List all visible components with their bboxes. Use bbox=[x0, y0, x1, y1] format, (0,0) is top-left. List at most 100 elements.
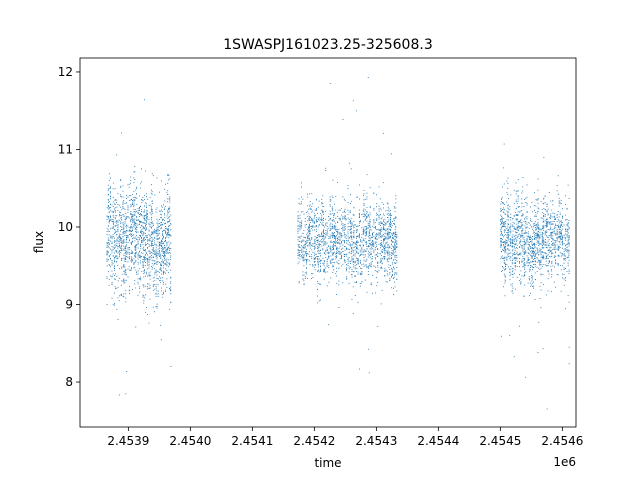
data-point bbox=[522, 237, 524, 239]
data-point bbox=[307, 236, 308, 238]
data-point bbox=[169, 220, 171, 222]
data-point bbox=[521, 230, 523, 231]
data-point bbox=[541, 251, 543, 253]
data-point bbox=[505, 250, 507, 252]
data-point bbox=[529, 244, 530, 246]
data-point bbox=[156, 274, 158, 276]
data-point bbox=[312, 203, 314, 205]
data-point bbox=[381, 252, 383, 254]
data-point bbox=[376, 244, 377, 246]
data-point bbox=[380, 253, 381, 255]
data-point bbox=[122, 213, 124, 215]
data-point bbox=[159, 219, 160, 220]
data-point bbox=[544, 214, 546, 215]
data-point bbox=[551, 223, 553, 225]
data-point bbox=[392, 252, 393, 254]
data-point bbox=[368, 224, 370, 226]
data-point bbox=[544, 242, 546, 244]
data-point bbox=[509, 227, 511, 228]
data-point bbox=[379, 236, 381, 238]
data-point bbox=[559, 233, 561, 234]
data-point bbox=[531, 221, 533, 222]
data-point bbox=[524, 247, 526, 249]
data-point bbox=[373, 226, 375, 228]
data-point bbox=[141, 240, 142, 241]
data-point bbox=[124, 235, 126, 236]
data-point bbox=[510, 256, 512, 258]
data-point bbox=[342, 263, 344, 265]
data-point bbox=[297, 221, 299, 222]
data-point bbox=[552, 212, 554, 214]
data-point bbox=[513, 243, 515, 245]
data-point bbox=[106, 265, 108, 267]
data-point bbox=[325, 222, 327, 224]
data-point bbox=[503, 259, 505, 261]
data-point bbox=[359, 285, 361, 287]
data-point bbox=[332, 245, 334, 247]
data-point bbox=[125, 225, 127, 227]
data-point bbox=[507, 223, 509, 225]
data-point bbox=[155, 269, 157, 271]
data-point bbox=[365, 250, 367, 252]
data-point bbox=[339, 243, 341, 245]
data-point bbox=[522, 261, 524, 263]
data-point bbox=[116, 251, 117, 253]
data-point bbox=[550, 223, 552, 225]
data-point bbox=[537, 199, 539, 201]
data-point bbox=[108, 220, 110, 222]
data-point bbox=[114, 303, 115, 305]
data-point bbox=[337, 237, 339, 239]
data-point bbox=[562, 226, 564, 227]
data-point bbox=[128, 217, 130, 219]
data-point bbox=[503, 245, 505, 247]
data-point bbox=[544, 209, 546, 211]
data-point bbox=[348, 271, 350, 273]
data-point bbox=[117, 220, 119, 222]
data-point bbox=[507, 213, 509, 215]
data-point bbox=[501, 266, 503, 268]
data-point bbox=[123, 278, 125, 280]
data-point bbox=[116, 225, 118, 226]
data-point bbox=[133, 203, 135, 205]
data-point bbox=[531, 226, 533, 228]
data-point bbox=[342, 226, 344, 228]
data-point bbox=[162, 234, 164, 236]
data-point bbox=[140, 279, 142, 281]
data-point bbox=[527, 257, 529, 259]
data-point bbox=[388, 251, 390, 253]
data-point bbox=[323, 236, 324, 238]
data-point bbox=[388, 210, 390, 212]
data-point bbox=[546, 244, 547, 246]
data-point bbox=[170, 290, 172, 291]
data-point bbox=[137, 207, 139, 209]
data-point bbox=[314, 253, 316, 255]
data-point bbox=[378, 222, 380, 224]
data-point bbox=[359, 368, 360, 370]
data-point bbox=[297, 226, 299, 228]
data-point bbox=[130, 180, 132, 181]
data-point bbox=[335, 237, 336, 239]
data-point bbox=[505, 268, 507, 270]
data-point bbox=[372, 260, 374, 262]
data-point bbox=[513, 245, 515, 247]
data-point bbox=[395, 232, 397, 233]
data-point bbox=[513, 215, 515, 217]
data-point bbox=[329, 217, 331, 219]
data-point bbox=[357, 225, 359, 227]
data-point bbox=[546, 206, 548, 207]
data-point bbox=[366, 230, 368, 232]
data-point bbox=[117, 237, 119, 239]
data-point bbox=[352, 243, 354, 245]
data-point bbox=[323, 242, 325, 244]
data-point bbox=[534, 260, 536, 262]
data-point bbox=[135, 250, 137, 251]
data-point bbox=[395, 240, 397, 242]
data-point bbox=[506, 256, 508, 258]
data-point bbox=[503, 143, 505, 145]
data-point bbox=[155, 306, 157, 308]
data-point bbox=[364, 218, 366, 220]
data-point bbox=[170, 277, 172, 279]
data-point bbox=[556, 240, 558, 242]
data-point bbox=[155, 249, 157, 251]
data-point bbox=[117, 286, 119, 288]
